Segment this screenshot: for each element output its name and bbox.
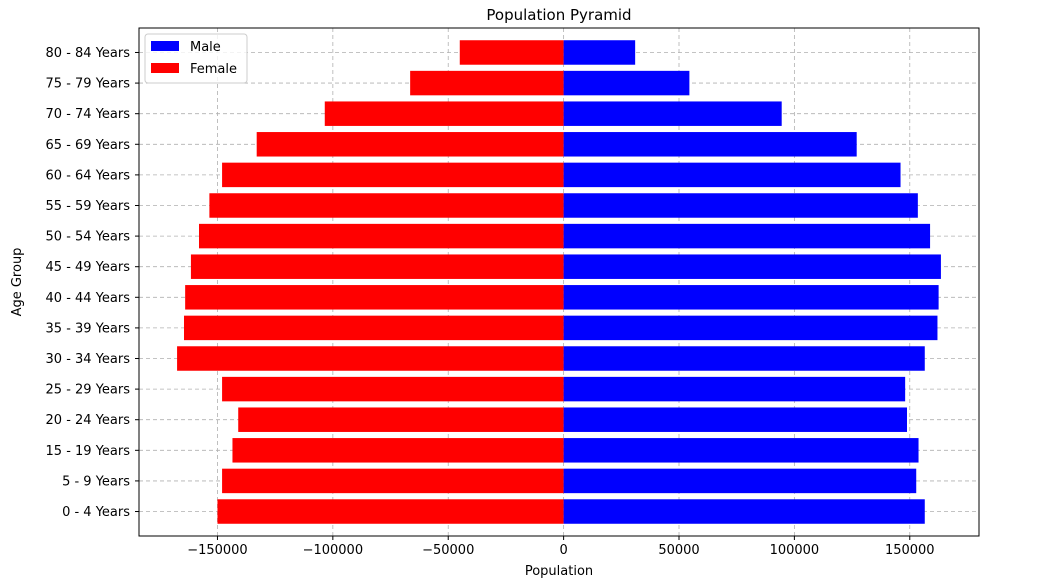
- female-bar: [184, 315, 564, 341]
- x-tick-label: 100000: [770, 543, 820, 558]
- y-tick-label: 55 - 59 Years: [46, 199, 131, 214]
- x-tick-label: −150000: [187, 543, 248, 558]
- x-tick-label: 50000: [658, 543, 699, 558]
- male-bar: [563, 132, 857, 157]
- female-bar: [410, 70, 564, 96]
- male-bar: [563, 499, 925, 524]
- male-bar: [563, 40, 636, 65]
- y-tick-label: 15 - 19 Years: [46, 444, 131, 459]
- female-bar: [185, 285, 564, 310]
- female-bar: [222, 162, 564, 188]
- y-tick-label: 5 - 9 Years: [62, 474, 130, 489]
- male-bar: [563, 468, 917, 494]
- y-tick-label: 80 - 84 Years: [46, 46, 131, 61]
- y-tick-label: 65 - 69 Years: [46, 138, 131, 153]
- female-series: [177, 40, 564, 524]
- male-bar: [563, 193, 918, 218]
- male-legend-label: Male: [190, 40, 221, 55]
- y-tick-label: 75 - 79 Years: [46, 77, 131, 92]
- y-axis-label: Age Group: [10, 248, 25, 317]
- male-bar: [563, 223, 931, 249]
- female-bar: [209, 193, 564, 218]
- x-tick-label: 150000: [885, 543, 935, 558]
- legend: Male Female: [144, 33, 248, 84]
- y-tick-label: 60 - 64 Years: [46, 168, 131, 183]
- y-tick-label: 30 - 34 Years: [46, 352, 131, 367]
- female-legend-label: Female: [190, 62, 237, 77]
- x-tick-label: −50000: [422, 543, 474, 558]
- y-tick-label: 0 - 4 Years: [62, 505, 130, 520]
- female-bar: [222, 376, 564, 402]
- male-legend-swatch: [151, 41, 179, 51]
- y-tick-label: 70 - 74 Years: [46, 107, 131, 122]
- male-bar: [563, 376, 906, 402]
- male-series: [563, 40, 941, 524]
- female-bar: [459, 40, 564, 65]
- female-bar: [324, 101, 564, 126]
- female-bar: [177, 346, 564, 371]
- female-bar: [232, 438, 564, 463]
- male-bar: [563, 285, 939, 310]
- female-bar: [217, 499, 564, 524]
- y-tick-label: 35 - 39 Years: [46, 321, 131, 336]
- y-tick-label: 25 - 29 Years: [46, 383, 131, 398]
- y-tick-label: 20 - 24 Years: [46, 413, 131, 428]
- female-bar: [199, 223, 564, 249]
- chart-title: Population Pyramid: [486, 6, 631, 24]
- plot-frame: [138, 27, 980, 537]
- female-bar: [238, 407, 564, 432]
- male-bar: [563, 162, 901, 188]
- y-axis-ticks: 0 - 4 Years 5 - 9 Years 15 - 19 Years 20 - …: [46, 46, 139, 520]
- male-bar: [563, 254, 941, 279]
- x-tick-label: −100000: [303, 543, 364, 558]
- male-bar: [563, 315, 938, 341]
- y-tick-label: 50 - 54 Years: [46, 230, 131, 245]
- male-bar: [563, 70, 690, 96]
- y-tick-label: 40 - 44 Years: [46, 291, 131, 306]
- female-bar: [222, 468, 564, 494]
- male-bar: [563, 407, 907, 432]
- x-tick-label: 0: [559, 543, 567, 558]
- male-bar: [563, 346, 925, 371]
- female-legend-swatch: [151, 63, 179, 73]
- female-bar: [190, 254, 564, 279]
- male-bar: [563, 101, 782, 126]
- x-axis-ticks: −150000 −100000 −50000 0 50000 100000 150000: [187, 536, 935, 558]
- female-bar: [256, 132, 564, 157]
- y-tick-label: 45 - 49 Years: [46, 260, 131, 275]
- male-bar: [563, 438, 919, 463]
- x-axis-label: Population: [525, 564, 593, 579]
